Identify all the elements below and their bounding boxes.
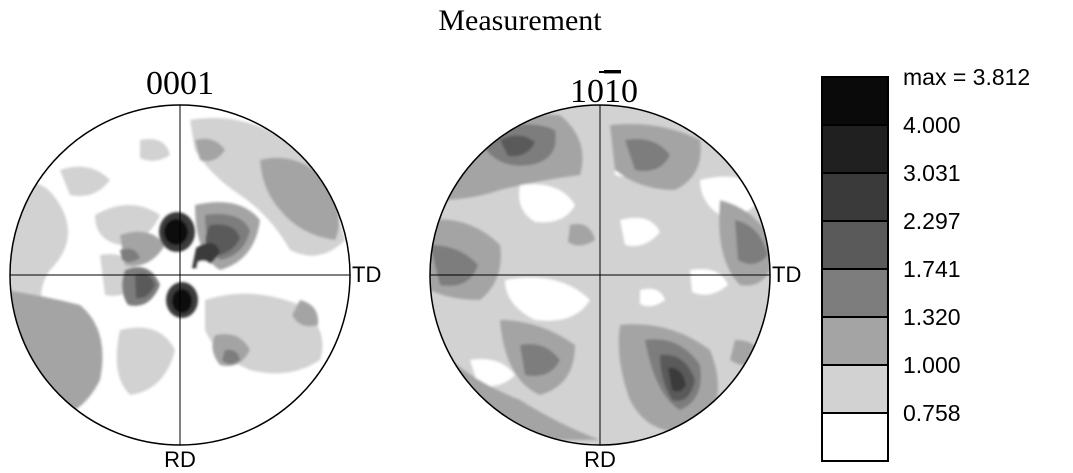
pole-figure-basal: 0001 — [9, 65, 381, 472]
axis-label-rd-prismatic: RD — [584, 447, 616, 472]
axis-label-td-prismatic: TD — [772, 262, 801, 287]
legend-swatch-1 — [821, 124, 889, 174]
legend-level-label-3: 1.741 — [903, 256, 961, 282]
legend-labels: 4.000 3.031 2.297 1.741 1.320 1.000 0.758 — [903, 112, 961, 426]
legend-level-label-1: 3.031 — [903, 160, 961, 186]
figure-title: Measurement — [438, 4, 602, 37]
legend-level-label-4: 1.320 — [903, 304, 961, 330]
legend-swatch-7 — [821, 412, 889, 462]
legend-level-label-0: 4.000 — [903, 112, 961, 138]
axis-label-td-basal: TD — [352, 262, 381, 287]
intensity-legend: 4.000 3.031 2.297 1.741 1.320 1.000 0.758 max … — [821, 64, 1030, 462]
legend-swatch-4 — [821, 268, 889, 318]
legend-max-label: max = 3.812 — [903, 64, 1030, 90]
label-part-c: 0 — [621, 73, 638, 110]
label-part-overlined: 1 — [604, 73, 621, 110]
legend-level-label-2: 2.297 — [903, 208, 961, 234]
axis-label-rd-basal: RD — [164, 447, 196, 472]
legend-swatch-6 — [821, 364, 889, 414]
pole-figure-prismatic: 1010 — [429, 71, 801, 472]
label-part-a: 10 — [570, 73, 604, 110]
legend-swatch-5 — [821, 316, 889, 366]
legend-swatch-3 — [821, 220, 889, 270]
legend-swatch-2 — [821, 172, 889, 222]
legend-level-label-5: 1.000 — [903, 352, 961, 378]
legend-swatches — [821, 76, 889, 462]
legend-swatch-0 — [821, 76, 889, 126]
legend-level-label-6: 0.758 — [903, 400, 961, 426]
pole-figure-label-basal: 0001 — [146, 65, 214, 102]
pole-figure-label-prismatic: 1010 — [570, 73, 638, 110]
